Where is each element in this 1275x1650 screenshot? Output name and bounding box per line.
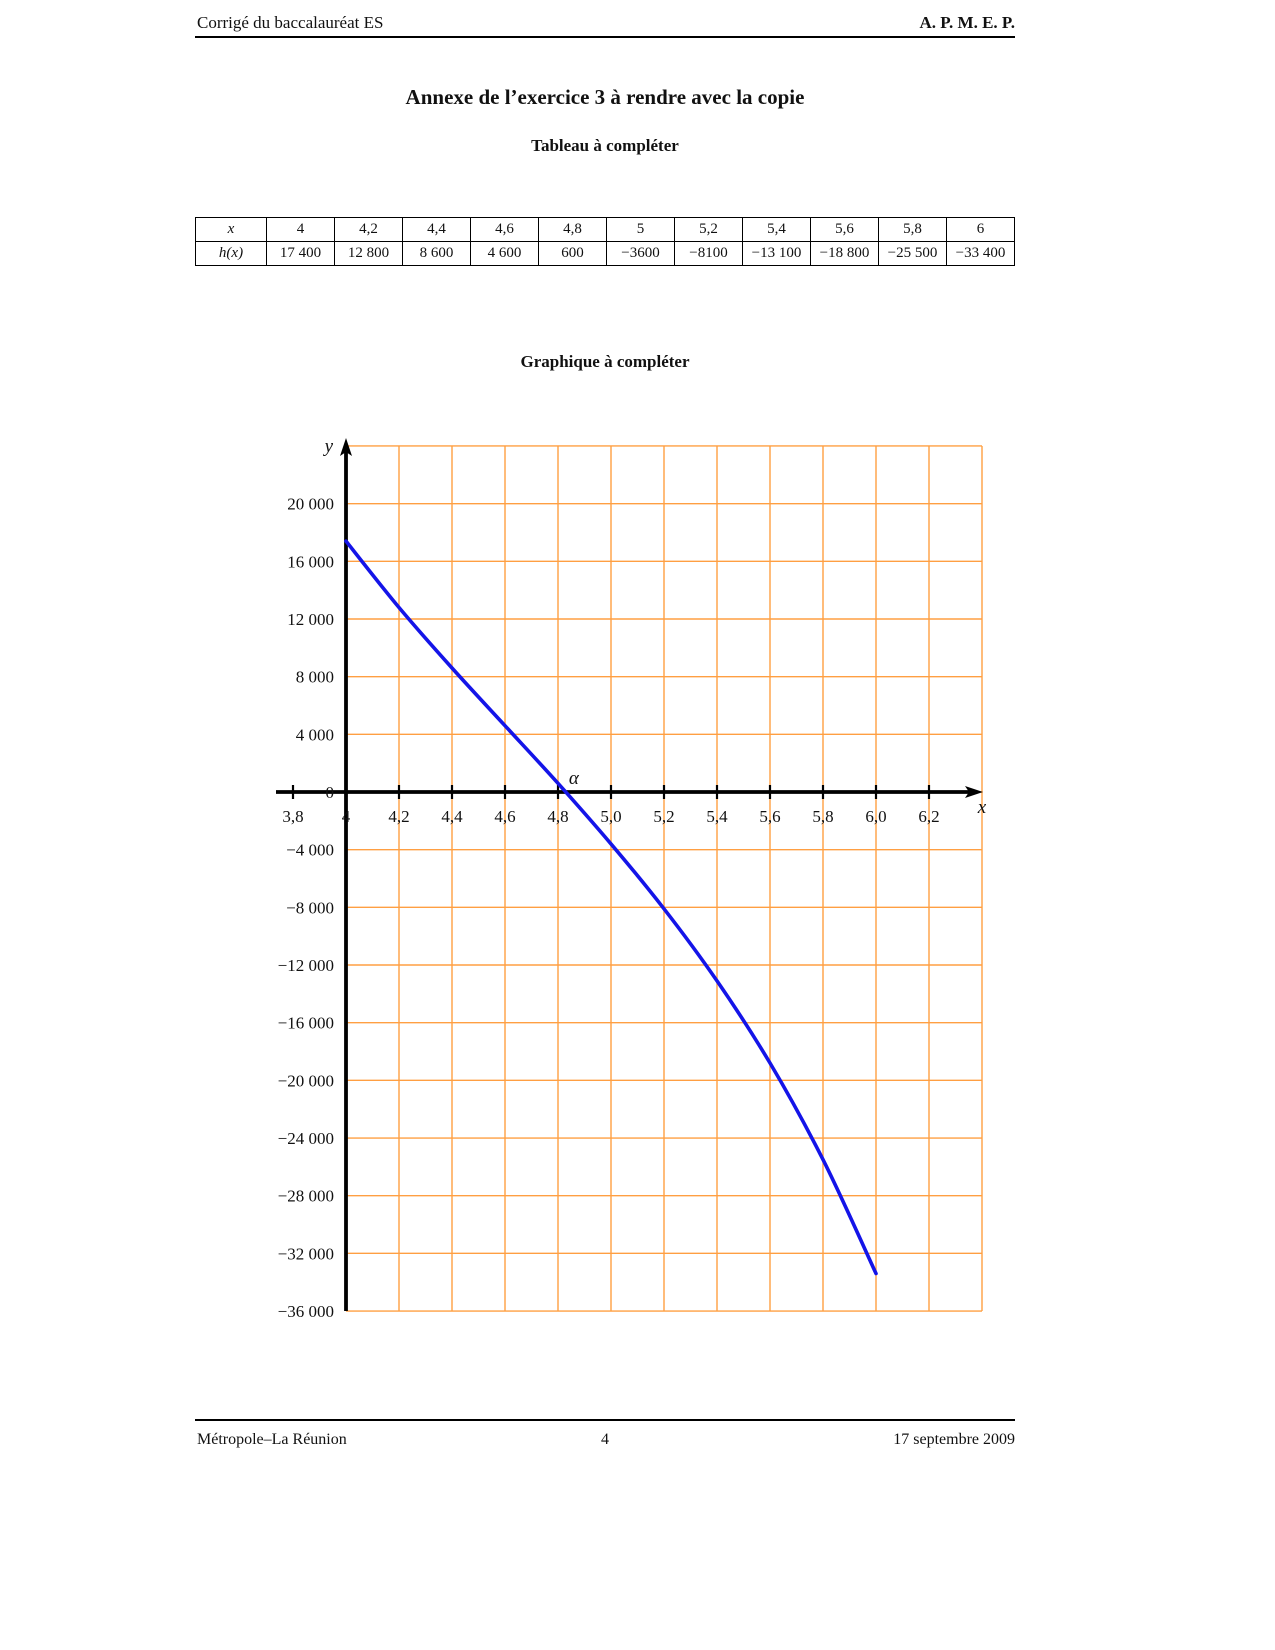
x-tick-label: 4,4	[441, 807, 463, 826]
page-header: Corrigé du baccalauréat ES A. P. M. E. P…	[195, 13, 1015, 35]
footer-rule	[195, 1419, 1015, 1421]
table-cell: 4,4	[402, 217, 471, 242]
x-tick-label: 4,6	[494, 807, 515, 826]
table-cell: −3600	[606, 241, 675, 266]
x-axis-arrow	[965, 786, 983, 798]
x-tick-label: 4,2	[388, 807, 409, 826]
x-tick-label: 6,2	[918, 807, 939, 826]
y-tick-label: 16 000	[287, 552, 334, 571]
footer-left-text: Métropole–La Réunion	[197, 1431, 347, 1448]
y-tick-label: 12 000	[287, 610, 334, 629]
table-cell: 5,6	[810, 217, 879, 242]
y-tick-label: 4 000	[296, 725, 334, 744]
table-row: x 4 4,2 4,4 4,6 4,8 5 5,2 5,4 5,6 5,8 6	[195, 217, 1015, 242]
x-tick-label: 4	[342, 807, 351, 826]
page-footer: Métropole–La Réunion 4 17 septembre 2009	[195, 1431, 1015, 1453]
row-label-cell: h(x)	[195, 241, 267, 266]
header-rule	[195, 36, 1015, 39]
table-cell: −18 800	[810, 241, 879, 266]
x-tick-label: 5,8	[812, 807, 833, 826]
table-cell: 12 800	[334, 241, 403, 266]
y-tick-label: 20 000	[287, 495, 334, 514]
footer-right-text: 17 septembre 2009	[893, 1431, 1015, 1448]
y-tick-label: −4 000	[286, 841, 334, 860]
table-title: Tableau à compléter	[531, 136, 679, 155]
y-tick-label: −32 000	[278, 1244, 334, 1263]
table-cell: 4,8	[538, 217, 607, 242]
table-cell: 4,6	[470, 217, 539, 242]
table-cell: −25 500	[878, 241, 947, 266]
x-axis-label: x	[977, 797, 987, 818]
values-table: x 4 4,2 4,4 4,6 4,8 5 5,2 5,4 5,6 5,8 6 h(x) 17 400 12…	[195, 217, 1015, 266]
y-tick-label: −24 000	[278, 1129, 334, 1148]
x-tick-label: 3,8	[282, 807, 303, 826]
y-tick-label: −12 000	[278, 956, 334, 975]
chart-title: Graphique à compléter	[520, 352, 690, 371]
y-tick-label: −20 000	[278, 1071, 334, 1090]
x-tick-label: 6,0	[865, 807, 886, 826]
table-cell: 5,2	[674, 217, 743, 242]
x-tick-label: 5,4	[706, 807, 728, 826]
y-tick-label: 8 000	[296, 668, 334, 687]
table-cell: 6	[946, 217, 1015, 242]
table-cell: 5,8	[878, 217, 947, 242]
y-tick-label: −16 000	[278, 1014, 334, 1033]
page-title: Annexe de l’exercice 3 à rendre avec la …	[405, 85, 805, 109]
function-graph: 3,8 4 4,2 4,4 4,6 4,8 5,0 5,2 5,4 5,6 5,8 6,0 6,2 20 …	[276, 436, 987, 1321]
table-cell: 600	[538, 241, 607, 266]
y-tick-label: 0	[326, 783, 335, 802]
footer-page-number: 4	[601, 1431, 609, 1448]
table-cell: 4 600	[470, 241, 539, 266]
table-cell: 8 600	[402, 241, 471, 266]
header-right-text: A. P. M. E. P.	[919, 13, 1015, 32]
y-tick-label: −36 000	[278, 1302, 334, 1321]
x-tick-label: 5,2	[653, 807, 674, 826]
y-tick-label: −28 000	[278, 1187, 334, 1206]
row-label-cell: x	[195, 217, 267, 242]
function-curve	[344, 539, 878, 1276]
y-tick-label: −8 000	[286, 898, 334, 917]
table-cell: −33 400	[946, 241, 1015, 266]
x-tick-label: 5,6	[759, 807, 780, 826]
table-cell: −8100	[674, 241, 743, 266]
table-cell: 17 400	[266, 241, 335, 266]
x-tick-label: 5,0	[600, 807, 621, 826]
table-cell: 4	[266, 217, 335, 242]
y-axis-label: y	[323, 436, 334, 457]
table-cell: −13 100	[742, 241, 811, 266]
table-cell: 5,4	[742, 217, 811, 242]
alpha-annotation: α	[569, 768, 580, 789]
table-cell: 5	[606, 217, 675, 242]
table-cell: 4,2	[334, 217, 403, 242]
values-table-wrapper: x 4 4,2 4,4 4,6 4,8 5 5,2 5,4 5,6 5,8 6 h(x) 17 400 12…	[195, 217, 1015, 266]
header-left-text: Corrigé du baccalauréat ES	[197, 13, 384, 32]
table-row: h(x) 17 400 12 800 8 600 4 600 600 −3600 −8100−…	[195, 241, 1015, 266]
x-tick-label: 4,8	[547, 807, 568, 826]
y-axis-arrow	[340, 438, 352, 456]
